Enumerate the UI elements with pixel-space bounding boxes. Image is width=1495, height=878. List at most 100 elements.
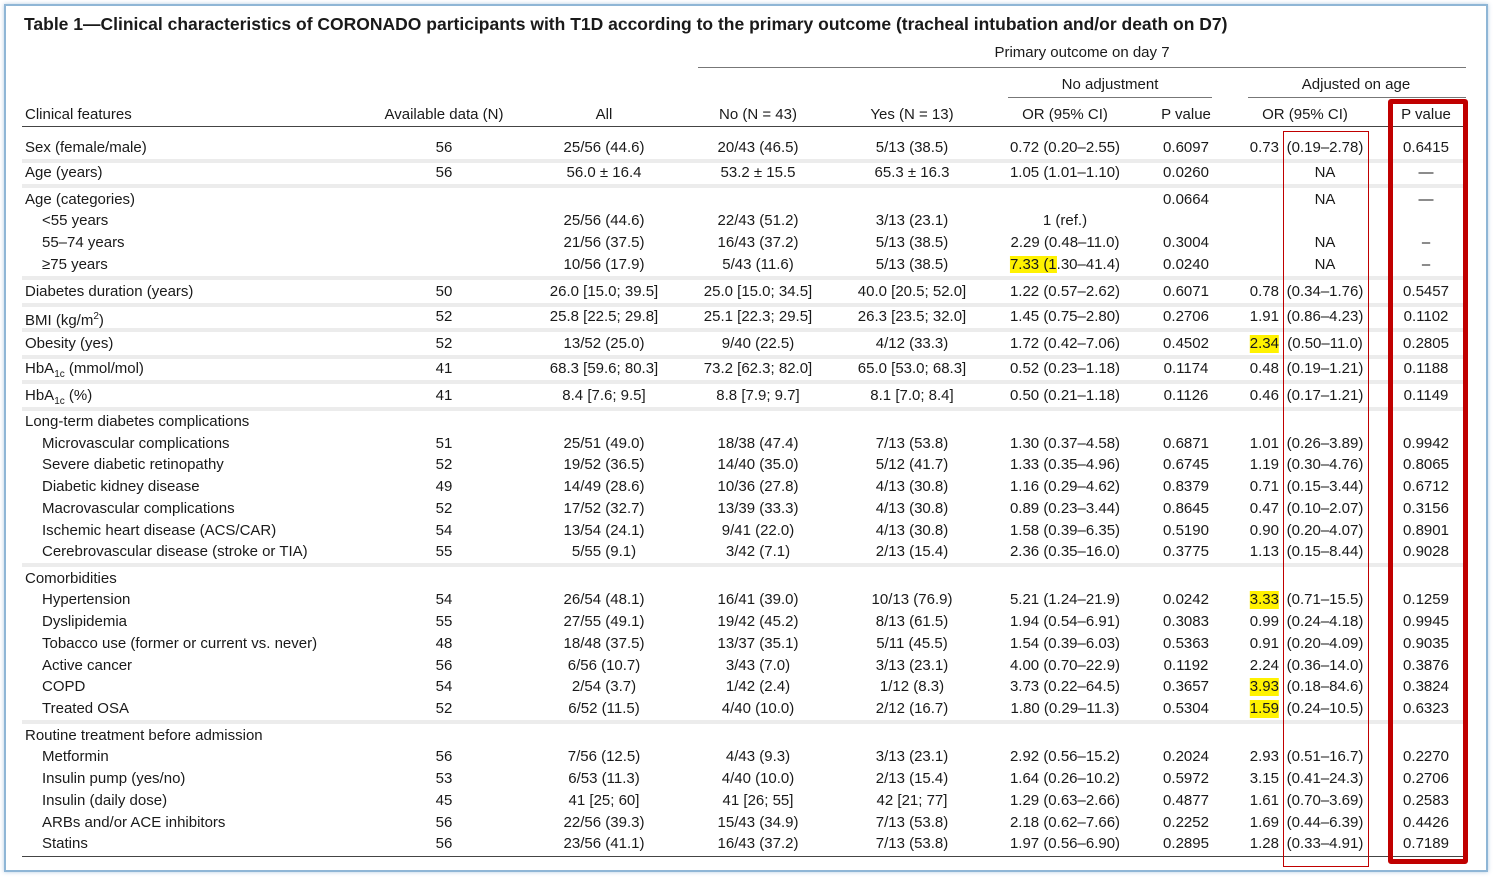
cell-or2b: (0.30–4.76)	[1286, 456, 1364, 473]
cell-p2: 0.9942	[1403, 435, 1449, 452]
cell-n: 55	[435, 613, 453, 630]
cell-n: 52	[435, 500, 453, 517]
cell-or2a: 0.91	[1249, 635, 1279, 652]
cell-all: 26/54 (48.1)	[563, 591, 645, 608]
row-label: HbA1c (%)	[25, 387, 93, 407]
cell-or1: 1.22 (0.57–2.62)	[1009, 283, 1121, 300]
cell-no: 53.2 ± 15.5	[720, 164, 796, 181]
cell-no: 20/43 (46.5)	[717, 139, 799, 156]
cell-or2b: (0.18–84.6)	[1286, 678, 1364, 695]
cell-yes: 2/13 (15.4)	[875, 543, 949, 560]
cell-p2: 0.2706	[1403, 770, 1449, 787]
cell-p1: 0.1174	[1163, 360, 1209, 377]
cell-no: 18/38 (47.4)	[717, 435, 799, 452]
cell-p2: 0.6712	[1403, 478, 1449, 495]
row-group-separator	[22, 407, 1466, 411]
cell-or2a: 0.90	[1249, 522, 1279, 539]
row-label: Insulin (daily dose)	[42, 792, 168, 809]
cell-all: 21/56 (37.5)	[563, 234, 645, 251]
cell-or2b: (0.17–1.21)	[1286, 387, 1364, 404]
cell-n: 49	[435, 478, 453, 495]
row-label: Diabetes duration (years)	[25, 283, 194, 300]
col-header-clinical-features: Clinical features	[25, 106, 132, 123]
cell-or1: 0.72 (0.20–2.55)	[1009, 139, 1121, 156]
cell-n: 55	[435, 543, 453, 560]
cell-or2b: (0.19–2.78)	[1286, 139, 1364, 156]
cell-or2b: NA	[1314, 256, 1336, 273]
cell-yes: 7/13 (53.8)	[875, 814, 949, 831]
header-rule-primary	[698, 67, 1466, 68]
cell-or2a: 1.19	[1249, 456, 1279, 473]
cell-all: 26.0 [15.0; 39.5]	[549, 283, 659, 300]
cell-or1: 0.89 (0.23–3.44)	[1009, 500, 1121, 517]
cell-p1: 0.5363	[1163, 635, 1209, 652]
cell-all: 14/49 (28.6)	[563, 478, 645, 495]
cell-no: 41 [26; 55]	[722, 792, 794, 809]
cell-n: 54	[435, 678, 453, 695]
cell-no: 9/41 (22.0)	[721, 522, 795, 539]
cell-no: 4/43 (9.3)	[725, 748, 791, 765]
cell-or2a: 1.69	[1249, 814, 1279, 831]
cell-p2: —	[1418, 191, 1434, 208]
row-group-separator	[22, 184, 1466, 188]
cell-all: 25/56 (44.6)	[563, 139, 645, 156]
cell-yes: 1/12 (8.3)	[879, 678, 945, 695]
cell-no: 8.8 [7.9; 9.7]	[716, 387, 800, 404]
cell-n: 52	[435, 700, 453, 717]
cell-no: 10/36 (27.8)	[717, 478, 799, 495]
table-title: Table 1—Clinical characteristics of CORO…	[24, 14, 1228, 34]
row-label: Tobacco use (former or current vs. never…	[42, 635, 318, 652]
cell-or1: 1 (ref.)	[1042, 212, 1088, 229]
cell-n: 52	[435, 335, 453, 352]
row-label: Hypertension	[42, 591, 131, 608]
cell-all: 18/48 (37.5)	[563, 635, 645, 652]
cell-or2a: 2.24	[1249, 657, 1279, 674]
cell-or2a: 0.47	[1249, 500, 1279, 517]
cell-or2b: (0.50–11.0)	[1287, 335, 1363, 352]
cell-all: 25.8 [22.5; 29.8]	[549, 308, 659, 325]
cell-all: 27/55 (49.1)	[563, 613, 645, 630]
cell-n: 56	[435, 139, 453, 156]
row-label: COPD	[42, 678, 86, 695]
row-label: Statins	[42, 835, 88, 852]
cell-yes: 26.3 [23.5; 32.0]	[857, 308, 967, 325]
cell-or2b: (0.51–16.7)	[1286, 748, 1364, 765]
cell-yes: 8.1 [7.0; 8.4]	[870, 387, 954, 404]
cell-or1: 1.58 (0.39–6.35)	[1009, 522, 1121, 539]
cell-n: 54	[435, 591, 453, 608]
row-label: Age (years)	[25, 164, 103, 181]
cell-yes: 4/13 (30.8)	[875, 522, 949, 539]
cell-or2a: 3.93	[1249, 678, 1279, 696]
cell-p1: 0.6071	[1163, 283, 1209, 300]
cell-all: 68.3 [59.6; 80.3]	[549, 360, 659, 377]
cell-or2b: (0.19–1.21)	[1286, 360, 1364, 377]
col-header-available-data: Available data (N)	[384, 106, 504, 123]
cell-or2b: (0.26–3.89)	[1286, 435, 1364, 452]
cell-yes: 5/13 (38.5)	[875, 256, 949, 273]
cell-or2b: (0.33–4.91)	[1286, 835, 1364, 852]
cell-or1: 1.33 (0.35–4.96)	[1009, 456, 1121, 473]
row-label: ≥75 years	[42, 256, 108, 273]
row-group-separator	[22, 720, 1466, 724]
adjusted-on-age-header: Adjusted on age	[1301, 76, 1411, 93]
cell-p2: —	[1418, 164, 1434, 181]
cell-p1: 0.3004	[1163, 234, 1209, 251]
cell-p2: 0.5457	[1403, 283, 1449, 300]
cell-no: 25.0 [15.0; 34.5]	[703, 283, 813, 300]
cell-yes: 7/13 (53.8)	[875, 435, 949, 452]
cell-or2b: (0.24–10.5)	[1286, 700, 1364, 717]
cell-or2b: (0.24–4.18)	[1286, 613, 1364, 630]
cell-or2a: 0.46	[1249, 387, 1279, 404]
row-group-separator	[22, 355, 1466, 359]
cell-n: 51	[435, 435, 453, 452]
cell-n: 45	[435, 792, 453, 809]
cell-or1: 1.72 (0.42–7.06)	[1009, 335, 1121, 352]
cell-yes: 3/13 (23.1)	[875, 212, 949, 229]
cell-yes: 65.0 [53.0; 68.3]	[857, 360, 967, 377]
cell-no: 22/43 (51.2)	[717, 212, 799, 229]
cell-n: 52	[435, 308, 453, 325]
cell-p1: 0.8645	[1163, 500, 1209, 517]
cell-or2a: 0.71	[1249, 478, 1279, 495]
col-header-or-ci-unadjusted: OR (95% CI)	[1022, 106, 1108, 123]
cell-p1: 0.1126	[1163, 387, 1209, 404]
